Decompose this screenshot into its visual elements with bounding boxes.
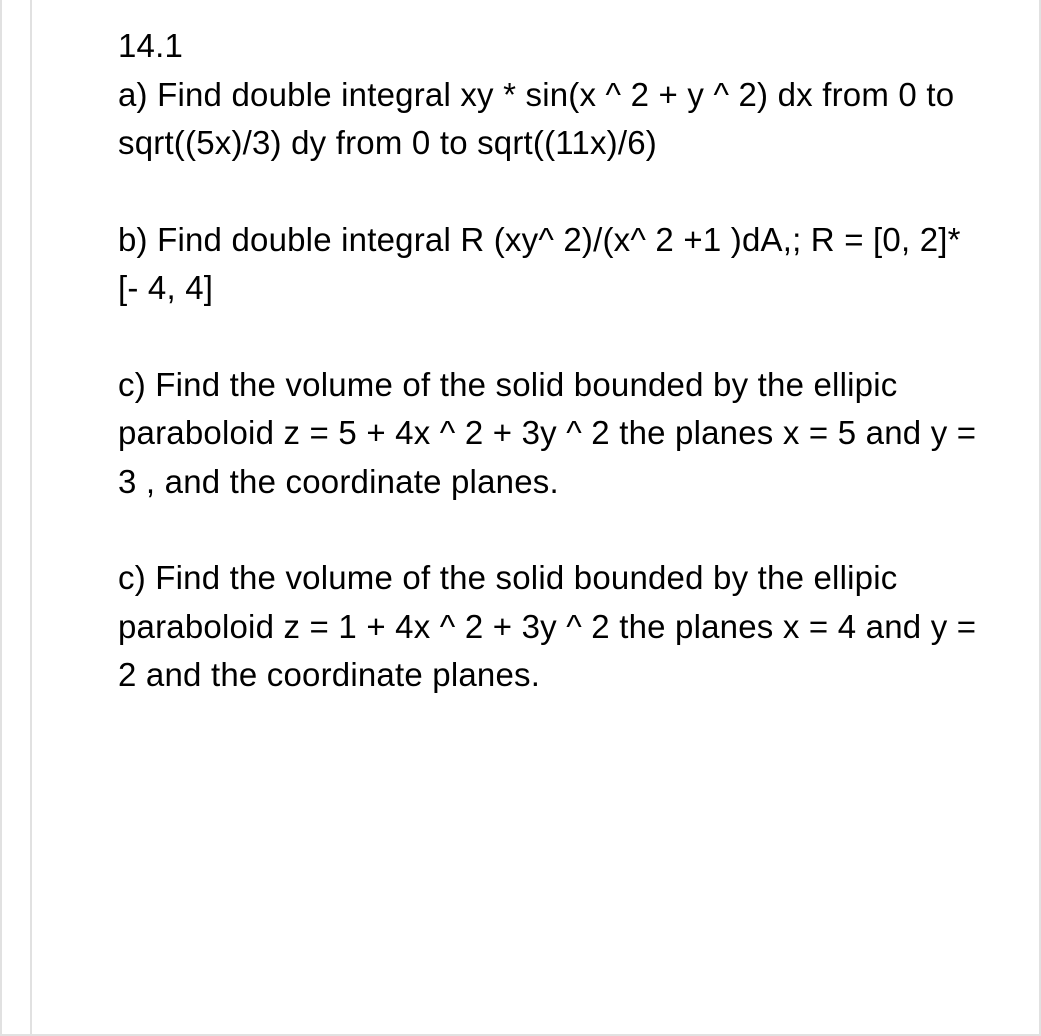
- problem-c1: c) Find the volume of the solid bounded …: [118, 361, 979, 507]
- problem-c2: c) Find the volume of the solid bounded …: [118, 554, 979, 700]
- content-column: 14.1 a) Find double integral xy * sin(x …: [30, 0, 1039, 1034]
- section-number: 14.1: [118, 27, 183, 64]
- problem-c2-text: c) Find the volume of the solid bounded …: [118, 559, 976, 693]
- problem-a: 14.1 a) Find double integral xy * sin(x …: [118, 22, 979, 168]
- problem-a-text: a) Find double integral xy * sin(x ^ 2 +…: [118, 76, 954, 162]
- problem-c1-text: c) Find the volume of the solid bounded …: [118, 366, 976, 500]
- problem-b: b) Find double integral R (xy^ 2)/(x^ 2 …: [118, 216, 979, 313]
- page-frame: 14.1 a) Find double integral xy * sin(x …: [0, 0, 1041, 1036]
- problem-b-text: b) Find double integral R (xy^ 2)/(x^ 2 …: [118, 221, 961, 307]
